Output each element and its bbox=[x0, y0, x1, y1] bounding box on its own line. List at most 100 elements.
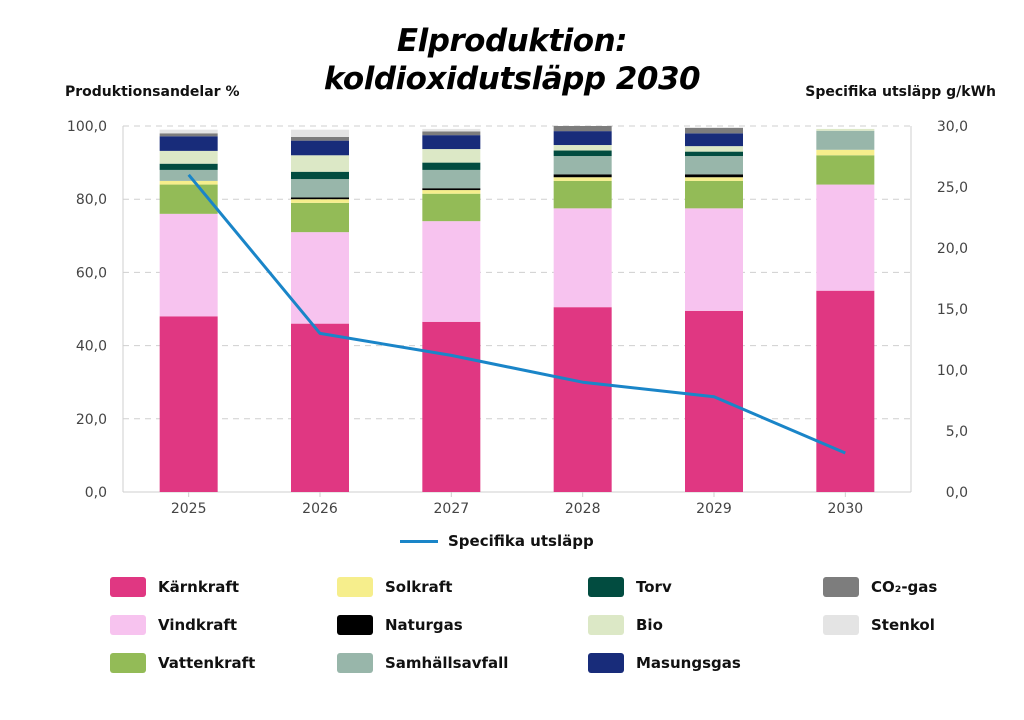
legend-item: Solkraft bbox=[337, 575, 452, 599]
y-tick-label-left: 60,0 bbox=[76, 265, 107, 281]
legend-label: Vindkraft bbox=[158, 616, 238, 634]
bar-segment-torv bbox=[291, 171, 349, 180]
y-tick-label-left: 40,0 bbox=[76, 339, 107, 355]
legend-item: Masungsgas bbox=[588, 651, 741, 675]
y-tick-label-left: 20,0 bbox=[76, 412, 107, 428]
x-tick-label: 2025 bbox=[171, 501, 207, 517]
bar-segment-kärnkraft bbox=[553, 307, 612, 492]
bar-segment-bio bbox=[685, 146, 743, 152]
bar-segment-masungsgas bbox=[685, 133, 743, 147]
legend-item: Torv bbox=[588, 575, 672, 599]
bar-segment-naturgas bbox=[291, 197, 349, 200]
legend-item: Samhällsavfall bbox=[337, 651, 508, 675]
bar-segment-samhällsavfall bbox=[291, 179, 349, 198]
bar-segment-samhällsavfall bbox=[685, 156, 743, 175]
x-tick-label: 2030 bbox=[828, 501, 864, 517]
bar-segment-vindkraft bbox=[159, 213, 218, 317]
line-legend-label: Specifika utsläpp bbox=[448, 532, 594, 550]
legend-item: Kärnkraft bbox=[110, 575, 239, 599]
bar-segment-kärnkraft bbox=[291, 323, 349, 492]
bar-segment-bio bbox=[553, 145, 612, 151]
bar-segment-torv bbox=[159, 163, 218, 170]
x-tick-label: 2027 bbox=[434, 501, 470, 517]
bar-segment-solkraft bbox=[685, 177, 743, 181]
legend-label: Torv bbox=[636, 578, 672, 596]
x-tick-label: 2028 bbox=[565, 501, 601, 517]
line-legend: Specifika utsläpp bbox=[400, 530, 594, 552]
legend-item: Vattenkraft bbox=[110, 651, 255, 675]
bar-segment-vindkraft bbox=[553, 208, 612, 308]
bar-segment-samhällsavfall bbox=[816, 130, 875, 150]
y-tick-label-right: 5,0 bbox=[946, 424, 968, 440]
bar-segment-co-gas bbox=[422, 131, 481, 136]
bar-segment-co-gas bbox=[291, 136, 349, 141]
y-tick-label-left: 100,0 bbox=[67, 119, 107, 135]
bar-segment-naturgas bbox=[422, 188, 481, 191]
legend-label: Solkraft bbox=[385, 578, 453, 596]
left-axis-title: Produktionsandelar % bbox=[65, 84, 240, 100]
legend-swatch bbox=[588, 653, 624, 673]
bar-segment-torv bbox=[422, 162, 481, 170]
bar-segment-bio bbox=[816, 128, 875, 131]
bar-segment-bio bbox=[291, 155, 349, 172]
legend-swatch bbox=[588, 577, 624, 597]
bar-segment-torv bbox=[553, 150, 612, 157]
y-tick-label-left: 0,0 bbox=[85, 485, 107, 501]
legend-label: Stenkol bbox=[871, 616, 935, 634]
legend-item: Naturgas bbox=[337, 613, 463, 637]
bar-segment-vindkraft bbox=[816, 184, 875, 291]
legend-swatch bbox=[823, 577, 859, 597]
chart-title: Elproduktion: koldioxidutsläpp 2030 bbox=[0, 22, 1024, 98]
bar-segment-co-gas bbox=[159, 133, 218, 137]
legend-item: Vindkraft bbox=[110, 613, 237, 637]
legend-swatch bbox=[110, 615, 146, 635]
legend-label: Naturgas bbox=[385, 616, 463, 634]
bar-segment-vattenkraft bbox=[553, 180, 612, 209]
y-tick-label-left: 80,0 bbox=[76, 192, 107, 208]
bar-segment-co-gas bbox=[553, 126, 612, 132]
legend-label: Vattenkraft bbox=[158, 654, 256, 672]
y-tick-label-right: 30,0 bbox=[937, 119, 968, 135]
bar-segment-masungsgas bbox=[159, 136, 218, 151]
bar-segment-vattenkraft bbox=[816, 155, 875, 185]
emission-line bbox=[187, 173, 846, 455]
bar-segment-vattenkraft bbox=[685, 180, 743, 209]
bar-segment-co-gas bbox=[685, 127, 743, 134]
line-legend-swatch bbox=[400, 539, 438, 543]
bar-segment-naturgas bbox=[685, 174, 743, 178]
bar-segment-torv bbox=[685, 151, 743, 157]
bar-segment-masungsgas bbox=[422, 135, 481, 150]
bar-segment-solkraft bbox=[159, 180, 218, 185]
legend-item: CO₂-gas bbox=[823, 575, 937, 599]
y-tick-label-right: 15,0 bbox=[937, 302, 968, 318]
bar-segment-vattenkraft bbox=[422, 193, 481, 222]
legend-swatch bbox=[337, 653, 373, 673]
bar-segment-solkraft bbox=[553, 177, 612, 181]
legend-label: Kärnkraft bbox=[158, 578, 240, 596]
bar-segment-samhällsavfall bbox=[422, 169, 481, 189]
chart-legend: Kärnkraft Vindkraft Vattenkraft Solkraft Nat… bbox=[110, 575, 990, 695]
y-tick-label-right: 25,0 bbox=[937, 180, 968, 196]
legend-swatch bbox=[337, 577, 373, 597]
legend-label: CO₂-gas bbox=[871, 578, 938, 596]
bar-segment-kärnkraft bbox=[816, 290, 875, 492]
x-tick-label: 2029 bbox=[696, 501, 732, 517]
legend-item: Stenkol bbox=[823, 613, 935, 637]
bar-segment-masungsgas bbox=[553, 131, 612, 146]
bar-segment-naturgas bbox=[553, 174, 612, 178]
bar-segment-kärnkraft bbox=[159, 316, 218, 492]
y-tick-label-right: 0,0 bbox=[946, 485, 968, 501]
bar-segment-stenkol bbox=[291, 129, 349, 137]
bar-segment-kärnkraft bbox=[685, 310, 743, 492]
legend-swatch bbox=[823, 615, 859, 635]
bar-segment-vindkraft bbox=[422, 221, 481, 322]
chart-title-line1: Elproduktion: bbox=[396, 23, 628, 59]
legend-swatch bbox=[337, 615, 373, 635]
legend-label: Samhällsavfall bbox=[385, 654, 509, 672]
bar-segment-bio bbox=[422, 149, 481, 163]
bar-segment-solkraft bbox=[291, 199, 349, 203]
legend-swatch bbox=[110, 577, 146, 597]
bar-segment-stenkol bbox=[422, 128, 481, 132]
legend-item: Bio bbox=[588, 613, 663, 637]
